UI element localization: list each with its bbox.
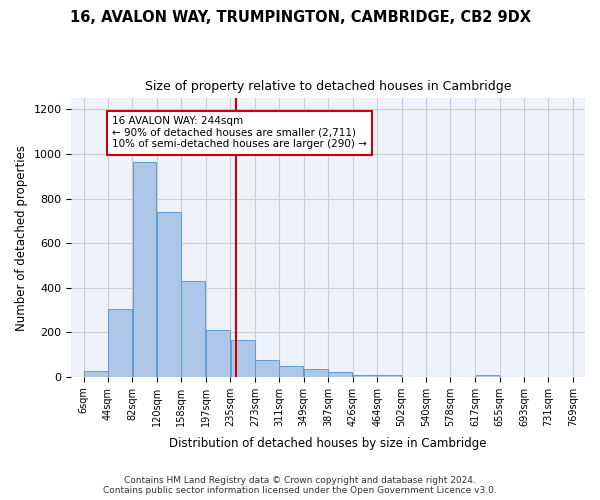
Text: Contains HM Land Registry data © Crown copyright and database right 2024.
Contai: Contains HM Land Registry data © Crown c… [103, 476, 497, 495]
X-axis label: Distribution of detached houses by size in Cambridge: Distribution of detached houses by size … [169, 437, 487, 450]
Bar [206, 330, 230, 377]
Bar [476, 374, 499, 377]
Bar [84, 371, 108, 377]
Bar [280, 366, 303, 377]
Bar [181, 281, 205, 377]
Bar [353, 374, 377, 377]
Bar [108, 309, 132, 377]
Bar [304, 369, 328, 377]
Bar [377, 374, 401, 377]
Bar [133, 162, 157, 377]
Y-axis label: Number of detached properties: Number of detached properties [15, 144, 28, 330]
Text: 16, AVALON WAY, TRUMPINGTON, CAMBRIDGE, CB2 9DX: 16, AVALON WAY, TRUMPINGTON, CAMBRIDGE, … [70, 10, 530, 25]
Text: 16 AVALON WAY: 244sqm
← 90% of detached houses are smaller (2,711)
10% of semi-d: 16 AVALON WAY: 244sqm ← 90% of detached … [112, 116, 367, 150]
Bar [328, 372, 352, 377]
Bar [157, 212, 181, 377]
Bar [255, 360, 279, 377]
Title: Size of property relative to detached houses in Cambridge: Size of property relative to detached ho… [145, 80, 511, 93]
Bar [230, 340, 254, 377]
